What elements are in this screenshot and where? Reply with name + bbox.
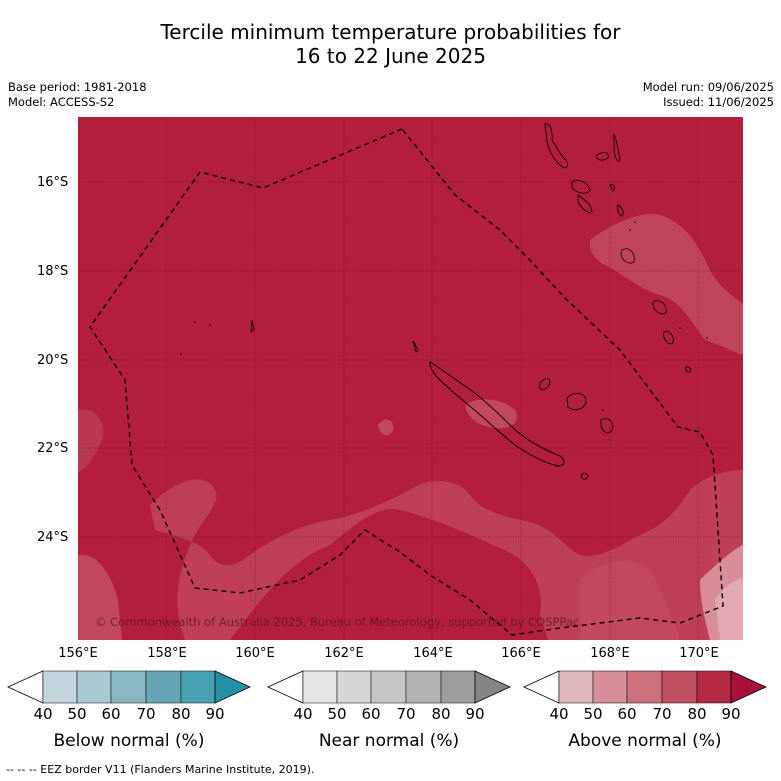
colorbar-near-normal [267,670,511,704]
copyright-notice: © Commonwealth of Australia 2025, Bureau… [95,615,580,629]
colorbar-tick: 80 [171,705,191,723]
colorbar-above-normal [523,670,767,704]
reef-dot [629,229,631,231]
map-title-line1: Tercile minimum temperature probabilitie… [160,20,621,44]
reef-dot [706,337,708,339]
colorbar-tick: 90 [721,705,741,723]
lon-label: 162°E [324,646,364,661]
lon-label: 164°E [413,646,453,661]
colorbar-tick: 40 [33,705,53,723]
colorbar-tick: 60 [101,705,121,723]
eez-border [89,128,724,636]
issued-date: Issued: 11/06/2025 [663,95,774,109]
lon-label: 168°E [590,646,630,661]
colorbar-tick: 40 [549,705,569,723]
colorbar-tick: 70 [652,705,672,723]
tanna-coast [663,331,674,345]
new-caledonia-coast [429,361,565,467]
lighter-shade-sw [78,554,122,640]
malakula-coast [571,180,591,194]
epi-coast [617,204,624,217]
lat-label: 22°S [37,441,69,456]
colorbar-label-near: Near normal (%) [318,731,460,751]
colorbar-tick: 40 [293,705,313,723]
lighter-shade-newcal [465,399,518,429]
colorbar-tick: 80 [687,705,707,723]
erromango-coast [652,300,667,315]
colorbar-label-above: Above normal (%) [568,731,722,751]
reef-dot [602,409,604,411]
efate-coast [620,248,635,264]
colorbar-tick: 60 [617,705,637,723]
reef-dot [679,327,681,329]
isle-of-pines-coast [580,473,589,480]
lighter-shade-small [378,419,394,436]
reef-dot [209,324,211,326]
model-name: Model: ACCESS-S2 [8,95,115,109]
reef-dot [180,353,182,355]
chesterfield-coast [250,319,255,333]
small-vanuatu-coast [577,194,593,213]
colorbar-tick: 50 [67,705,87,723]
lon-label: 166°E [501,646,541,661]
colorbar-label-below: Below normal (%) [53,731,205,751]
lon-label: 170°E [679,646,719,661]
reef-dot [634,221,636,223]
lat-label: 24°S [37,530,69,545]
belep-coast [412,340,419,353]
lighter-shade-west [78,409,104,472]
eez-legend-note: -- -- -- EEZ border V11 (Flanders Marine… [6,763,315,776]
colorbar-tick: 90 [465,705,485,723]
map-title-line2: 16 to 22 June 2025 [295,44,486,68]
colorbar-tick: 80 [431,705,451,723]
base-period: Base period: 1981-2018 [8,80,147,94]
colorbar-tick: 50 [583,705,603,723]
map-area[interactable] [78,117,743,640]
mare-coast [600,418,614,434]
colorbar-tick: 70 [396,705,416,723]
reef-dot [194,321,196,323]
colorbar-below-normal [7,670,251,704]
colorbar-tick: 90 [205,705,225,723]
espiritu-santo-coast [544,123,568,169]
ambrym-coast [609,184,615,192]
lon-label: 160°E [235,646,275,661]
ouvea-coast [539,378,551,391]
colorbar-tick: 70 [136,705,156,723]
model-run: Model run: 09/06/2025 [642,80,774,94]
colorbar-tick: 50 [327,705,347,723]
colorbar-tick: 60 [361,705,381,723]
maewo-coast [595,152,609,161]
pentecost-coast [613,133,621,162]
lat-label: 18°S [37,264,69,279]
aneityum-coast [685,366,691,373]
lon-label: 158°E [147,646,187,661]
lon-label: 156°E [58,646,98,661]
graticule [78,117,743,640]
lat-label: 20°S [37,353,69,368]
lat-label: 16°S [37,175,69,190]
lifou-coast [566,392,587,411]
